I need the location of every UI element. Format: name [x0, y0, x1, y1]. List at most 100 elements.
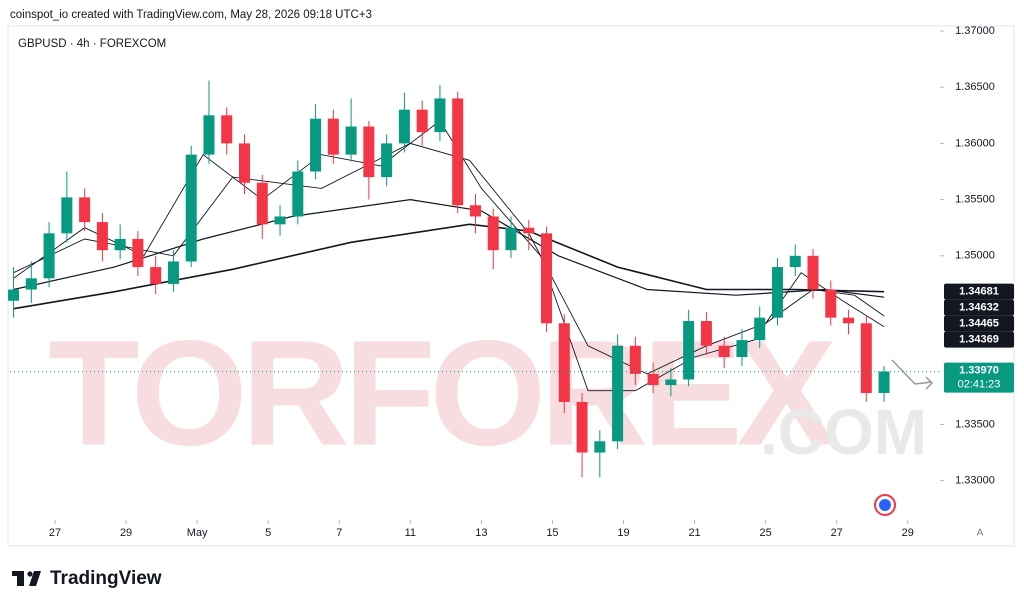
- candle-body: [469, 205, 481, 217]
- candle-body: [612, 345, 624, 442]
- x-tick-label: 13: [475, 527, 487, 539]
- candle-body: [221, 115, 233, 144]
- price-label: 1.34369: [959, 334, 999, 346]
- x-tick-label: 29: [120, 527, 132, 539]
- candle-body: [647, 373, 659, 386]
- candle-body: [310, 118, 322, 172]
- x-tick-label: 15: [546, 527, 558, 539]
- candle-body: [274, 216, 286, 225]
- x-tick-label: 7: [336, 527, 342, 539]
- candle-body: [736, 340, 748, 357]
- x-tick-label: May: [187, 527, 208, 539]
- y-tick-label: 1.35500: [955, 194, 995, 206]
- price-label: 1.34681: [959, 286, 999, 298]
- credit: coinspot_io created with TradingView.com…: [10, 9, 372, 21]
- candle-body: [114, 238, 126, 251]
- watermark: TORFOREX .COM: [48, 309, 927, 477]
- y-tick-label: 1.36500: [955, 81, 995, 93]
- candle-body: [452, 98, 464, 206]
- candle-body: [541, 233, 553, 324]
- candle-body: [398, 109, 410, 144]
- candle-body: [185, 154, 197, 262]
- x-tick-label: 11: [405, 527, 416, 539]
- countdown: 02:41:23: [958, 379, 1001, 391]
- event-flag: [879, 499, 891, 511]
- logo-mark: [17, 571, 24, 586]
- arrow-icon: [891, 359, 933, 385]
- ma-line: [13, 120, 885, 392]
- candle-body: [754, 317, 766, 341]
- price-label-box: [944, 315, 1014, 332]
- y-tick-label: 1.37000: [955, 25, 995, 37]
- candle-body: [292, 171, 304, 217]
- candle-body: [629, 345, 641, 374]
- x-tick-label: 27: [49, 527, 61, 539]
- watermark-text: .COM: [760, 396, 927, 468]
- candle-body: [523, 227, 535, 234]
- x-tick-label: 5: [265, 527, 271, 539]
- candle-body: [25, 278, 37, 290]
- candle-body: [132, 238, 144, 268]
- candle-body: [594, 441, 606, 453]
- price-label: 1.34465: [959, 318, 999, 330]
- candle-body: [327, 118, 339, 155]
- candle-body: [79, 197, 91, 223]
- x-tick-label: 21: [688, 527, 700, 539]
- x-tick-label: 27: [831, 527, 843, 539]
- brand-name: TradingView: [50, 568, 162, 589]
- candle-body: [878, 371, 890, 393]
- arrow-icon: [925, 376, 934, 390]
- price-label-box: [944, 331, 1014, 348]
- y-tick-label: 1.36000: [955, 137, 995, 149]
- plot-area: [8, 80, 890, 478]
- y-tick-label: 1.33500: [955, 418, 995, 430]
- brand-logo: TradingView: [12, 568, 162, 589]
- candle-body: [8, 289, 20, 301]
- candle-body: [718, 345, 730, 357]
- candle-body: [576, 401, 588, 453]
- candle-body: [167, 261, 179, 284]
- candle-body: [381, 143, 393, 178]
- candle-body: [487, 216, 499, 251]
- candle-body: [860, 323, 872, 393]
- candle-body: [807, 255, 819, 290]
- logo-mark: [27, 571, 33, 577]
- x-tick-label: 25: [760, 527, 772, 539]
- candle-body: [416, 109, 428, 133]
- candle-body: [665, 379, 677, 386]
- candle-body: [843, 317, 855, 324]
- current-price-box: [944, 362, 1014, 393]
- candle-body: [825, 289, 837, 318]
- candle-body: [771, 267, 783, 318]
- candle-body: [505, 227, 517, 251]
- candle-body: [789, 255, 801, 268]
- candle-body: [363, 126, 375, 178]
- x-tick-label: 19: [617, 527, 629, 539]
- symbol-title: GBPUSD · 4h · FOREXCOM: [18, 38, 166, 50]
- candle-body: [203, 115, 215, 155]
- candle-body: [434, 98, 446, 133]
- y-tick-label: 1.35000: [955, 250, 995, 262]
- price-label-box: [944, 299, 1014, 316]
- candle-body: [150, 267, 162, 284]
- candle-body: [43, 233, 55, 279]
- candle-body: [96, 222, 108, 251]
- ma-line: [13, 198, 885, 298]
- logo-mark: [29, 571, 41, 586]
- candle-body: [700, 321, 712, 346]
- x-tick-label: 29: [902, 527, 914, 539]
- price-label-box: [944, 283, 1014, 300]
- candle-body: [558, 323, 570, 402]
- y-tick-label: 1.33000: [955, 475, 995, 487]
- candle-body: [61, 197, 73, 234]
- candle-body: [345, 126, 357, 155]
- candle-body: [238, 143, 251, 183]
- current-price-label: 1.33970: [959, 365, 999, 377]
- price-label: 1.34632: [959, 302, 999, 314]
- candle-body: [683, 321, 695, 380]
- watermark-text: TORFOREX: [48, 309, 836, 477]
- auto-scale-button[interactable]: A: [977, 528, 984, 539]
